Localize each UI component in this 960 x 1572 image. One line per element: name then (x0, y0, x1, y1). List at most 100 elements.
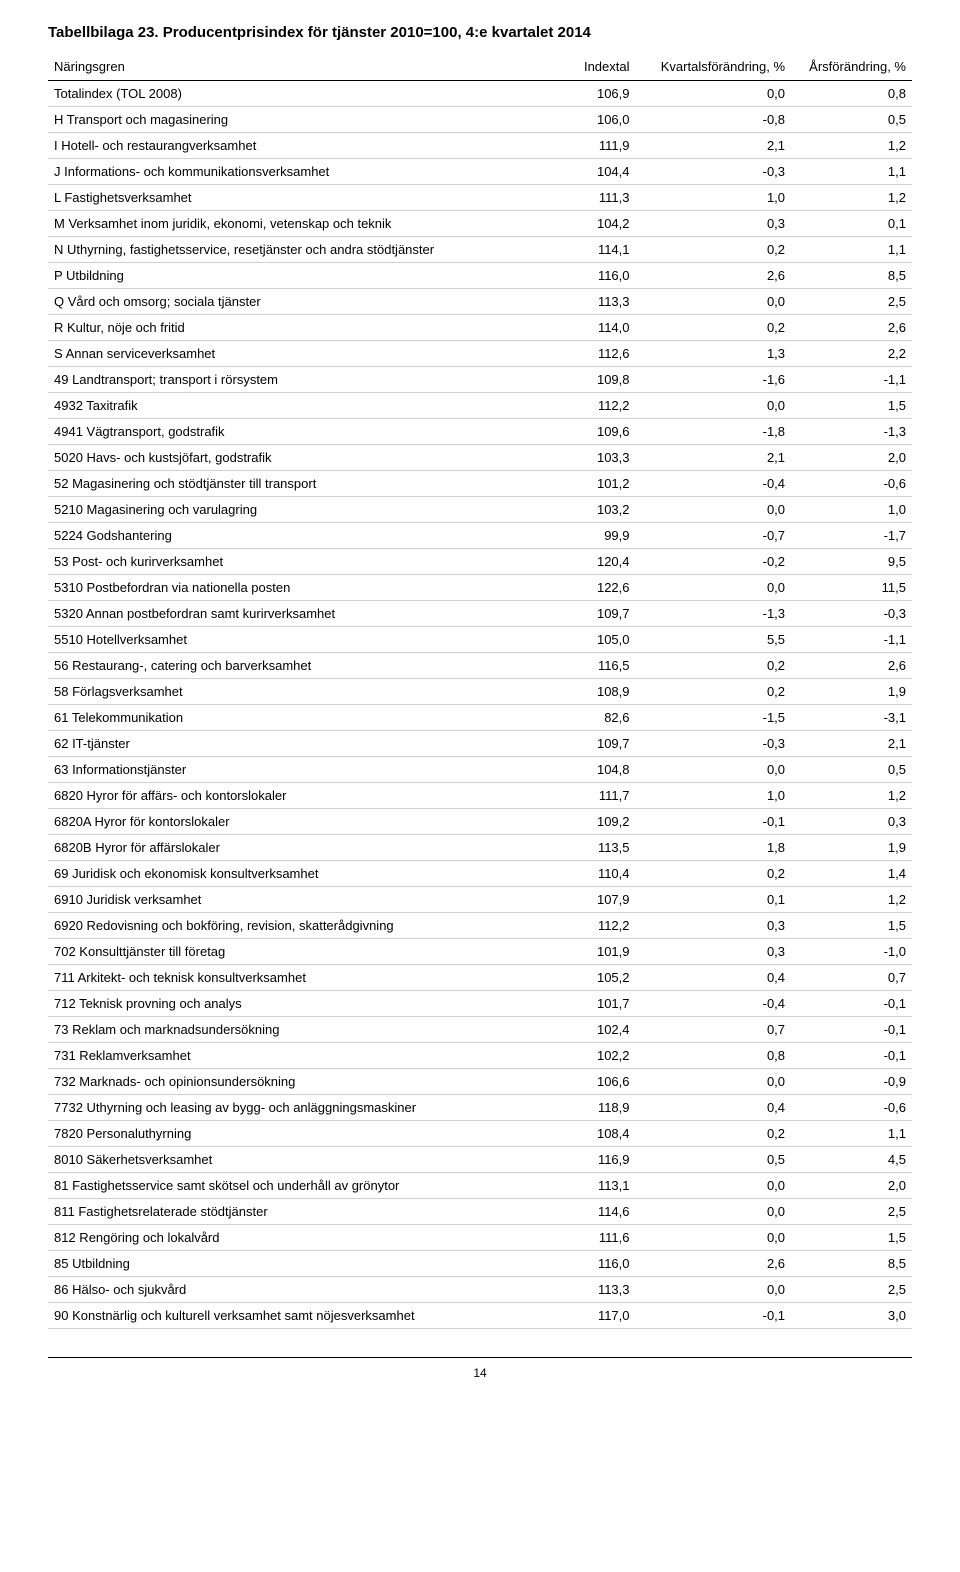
table-row: 811 Fastighetsrelaterade stödtjänster114… (48, 1199, 912, 1225)
cell-label: 5224 Godshantering (48, 523, 532, 549)
cell-label: 7732 Uthyrning och leasing av bygg- och … (48, 1095, 532, 1121)
cell-label: 7820 Personaluthyrning (48, 1121, 532, 1147)
cell-indextal: 108,9 (532, 679, 636, 705)
cell-indextal: 104,4 (532, 159, 636, 185)
cell-label: 5320 Annan postbefordran samt kurirverks… (48, 601, 532, 627)
table-row: 6920 Redovisning och bokföring, revision… (48, 913, 912, 939)
cell-ar: 2,5 (791, 1277, 912, 1303)
cell-indextal: 111,7 (532, 783, 636, 809)
cell-label: 86 Hälso- och sjukvård (48, 1277, 532, 1303)
cell-ar: 1,2 (791, 887, 912, 913)
table-row: 73 Reklam och marknadsundersökning102,40… (48, 1017, 912, 1043)
cell-ar: 2,0 (791, 1173, 912, 1199)
cell-label: J Informations- och kommunikationsverksa… (48, 159, 532, 185)
cell-label: 52 Magasinering och stödtjänster till tr… (48, 471, 532, 497)
cell-kvartal: -0,7 (636, 523, 792, 549)
cell-indextal: 117,0 (532, 1303, 636, 1329)
cell-indextal: 109,2 (532, 809, 636, 835)
cell-label: M Verksamhet inom juridik, ekonomi, vete… (48, 211, 532, 237)
table-row: S Annan serviceverksamhet112,61,32,2 (48, 341, 912, 367)
cell-label: I Hotell- och restaurangverksamhet (48, 133, 532, 159)
table-row: J Informations- och kommunikationsverksa… (48, 159, 912, 185)
cell-kvartal: -0,4 (636, 991, 792, 1017)
cell-indextal: 107,9 (532, 887, 636, 913)
cell-ar: 3,0 (791, 1303, 912, 1329)
cell-label: 6820A Hyror för kontorslokaler (48, 809, 532, 835)
cell-ar: 0,8 (791, 81, 912, 107)
cell-indextal: 109,6 (532, 419, 636, 445)
table-row: 8010 Säkerhetsverksamhet116,90,54,5 (48, 1147, 912, 1173)
table-row: 49 Landtransport; transport i rörsystem1… (48, 367, 912, 393)
table-header-row: Näringsgren Indextal Kvartalsförändring,… (48, 55, 912, 81)
table-row: 5310 Postbefordran via nationella posten… (48, 575, 912, 601)
cell-kvartal: -1,3 (636, 601, 792, 627)
cell-ar: -0,3 (791, 601, 912, 627)
cell-kvartal: -1,8 (636, 419, 792, 445)
col-header-ar: Årsförändring, % (791, 55, 912, 81)
table-row: P Utbildning116,02,68,5 (48, 263, 912, 289)
table-row: 4932 Taxitrafik112,20,01,5 (48, 393, 912, 419)
page-title: Tabellbilaga 23. Producentprisindex för … (48, 24, 912, 41)
table-row: 5320 Annan postbefordran samt kurirverks… (48, 601, 912, 627)
cell-label: L Fastighetsverksamhet (48, 185, 532, 211)
cell-label: 732 Marknads- och opinionsundersökning (48, 1069, 532, 1095)
cell-kvartal: 5,5 (636, 627, 792, 653)
col-header-kvartal: Kvartalsförändring, % (636, 55, 792, 81)
cell-ar: -1,7 (791, 523, 912, 549)
cell-indextal: 113,5 (532, 835, 636, 861)
table-row: 702 Konsulttjänster till företag101,90,3… (48, 939, 912, 965)
cell-ar: 2,5 (791, 1199, 912, 1225)
cell-indextal: 102,4 (532, 1017, 636, 1043)
cell-kvartal: -0,3 (636, 159, 792, 185)
cell-label: 90 Konstnärlig och kulturell verksamhet … (48, 1303, 532, 1329)
cell-kvartal: 0,2 (636, 315, 792, 341)
cell-kvartal: 1,3 (636, 341, 792, 367)
table-row: 58 Förlagsverksamhet108,90,21,9 (48, 679, 912, 705)
table-row: Q Vård och omsorg; sociala tjänster113,3… (48, 289, 912, 315)
page-container: Tabellbilaga 23. Producentprisindex för … (0, 0, 960, 1396)
table-row: I Hotell- och restaurangverksamhet111,92… (48, 133, 912, 159)
cell-kvartal: 2,1 (636, 133, 792, 159)
cell-label: N Uthyrning, fastighetsservice, resetjän… (48, 237, 532, 263)
table-row: 5210 Magasinering och varulagring103,20,… (48, 497, 912, 523)
cell-label: 81 Fastighetsservice samt skötsel och un… (48, 1173, 532, 1199)
cell-indextal: 113,3 (532, 1277, 636, 1303)
cell-indextal: 109,7 (532, 601, 636, 627)
cell-ar: 1,2 (791, 133, 912, 159)
cell-label: R Kultur, nöje och fritid (48, 315, 532, 341)
cell-kvartal: 2,1 (636, 445, 792, 471)
cell-ar: 2,0 (791, 445, 912, 471)
cell-ar: -0,1 (791, 991, 912, 1017)
cell-indextal: 113,3 (532, 289, 636, 315)
cell-kvartal: 0,0 (636, 1199, 792, 1225)
table-body: Totalindex (TOL 2008)106,90,00,8H Transp… (48, 81, 912, 1329)
cell-ar: 1,4 (791, 861, 912, 887)
cell-kvartal: 0,4 (636, 1095, 792, 1121)
cell-label: 5210 Magasinering och varulagring (48, 497, 532, 523)
cell-ar: -0,1 (791, 1043, 912, 1069)
col-header-indextal: Indextal (532, 55, 636, 81)
cell-kvartal: 0,0 (636, 1225, 792, 1251)
table-row: L Fastighetsverksamhet111,31,01,2 (48, 185, 912, 211)
cell-label: 712 Teknisk provning och analys (48, 991, 532, 1017)
cell-label: 6820B Hyror för affärslokaler (48, 835, 532, 861)
data-table: Näringsgren Indextal Kvartalsförändring,… (48, 55, 912, 1329)
cell-ar: -3,1 (791, 705, 912, 731)
cell-ar: 2,1 (791, 731, 912, 757)
cell-indextal: 82,6 (532, 705, 636, 731)
cell-kvartal: 2,6 (636, 263, 792, 289)
cell-kvartal: 0,4 (636, 965, 792, 991)
cell-ar: 0,7 (791, 965, 912, 991)
table-row: 5224 Godshantering99,9-0,7-1,7 (48, 523, 912, 549)
cell-indextal: 122,6 (532, 575, 636, 601)
cell-label: 58 Förlagsverksamhet (48, 679, 532, 705)
table-row: 61 Telekommunikation82,6-1,5-3,1 (48, 705, 912, 731)
cell-ar: 2,2 (791, 341, 912, 367)
cell-kvartal: 0,7 (636, 1017, 792, 1043)
cell-kvartal: 1,0 (636, 783, 792, 809)
cell-indextal: 99,9 (532, 523, 636, 549)
cell-label: Q Vård och omsorg; sociala tjänster (48, 289, 532, 315)
cell-kvartal: 0,3 (636, 939, 792, 965)
table-row: 7732 Uthyrning och leasing av bygg- och … (48, 1095, 912, 1121)
table-row: 6820B Hyror för affärslokaler113,51,81,9 (48, 835, 912, 861)
